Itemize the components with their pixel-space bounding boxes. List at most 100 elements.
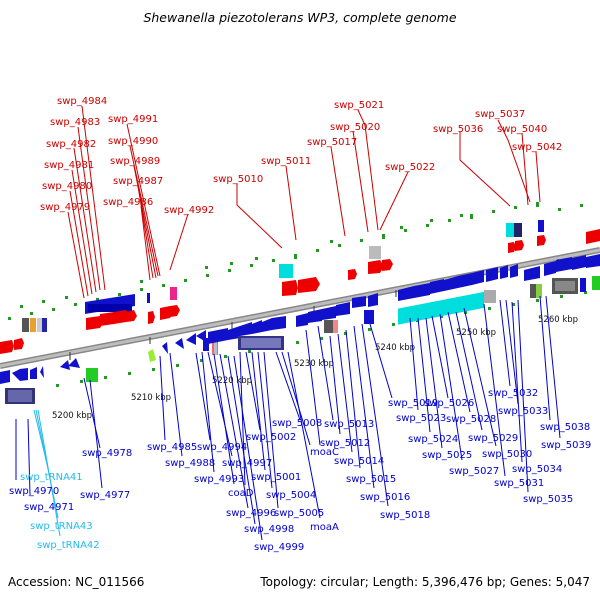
gene-label: swp_5022 — [385, 162, 435, 173]
gene-label: swp_5008 — [272, 418, 322, 429]
gene-label: swp_4977 — [80, 490, 130, 501]
rna-leader-lines — [33, 409, 61, 537]
gene-label: swp_5021 — [334, 100, 384, 111]
gene-block — [506, 223, 514, 237]
gene-label: swp_4981 — [44, 160, 94, 171]
gene-label: swp_4992 — [164, 205, 214, 216]
gene-label: swp_5025 — [422, 450, 472, 461]
outer-guide-dots — [8, 202, 583, 320]
gene-label: swp_5028 — [446, 414, 496, 425]
scale-label: 5210 kbp — [131, 393, 171, 403]
gene-label: swp_5024 — [408, 434, 458, 445]
gene-label: swp_5017 — [307, 137, 357, 148]
gene-label: swp_4999 — [254, 542, 304, 553]
gene-label: swp_4982 — [46, 139, 96, 150]
top-labels: swp_4984 swp_4983 swp_4982 swp_4981 swp_… — [40, 96, 562, 216]
accession-label: Accession: NC_011566 — [8, 575, 144, 589]
gene-block — [369, 246, 381, 259]
scale-label: 5250 kbp — [456, 328, 496, 338]
gene-label: swp_5027 — [449, 466, 499, 477]
gene-label: swp_5042 — [512, 142, 562, 153]
scale-label: 5240 kbp — [375, 343, 415, 353]
gene-block — [22, 318, 29, 332]
gene-label: swp_5036 — [433, 124, 483, 135]
gene-label: swp_5010 — [213, 174, 263, 185]
gene-label: swp_5023 — [396, 413, 446, 424]
gene-label: swp_5019 — [388, 398, 438, 409]
rna-label: swp_tRNA41 — [20, 472, 83, 483]
gene-arrow — [282, 280, 298, 296]
gene-label: swp_4997 — [222, 458, 272, 469]
gene-label: swp_4998 — [244, 524, 294, 535]
gene-label: swp_5020 — [330, 122, 380, 133]
gene-arrow — [86, 316, 104, 330]
gene-arrow — [348, 269, 357, 280]
gene-label: swp_4986 — [103, 197, 153, 208]
gene-label: swp_5039 — [541, 440, 591, 451]
gene-block — [88, 304, 132, 312]
reverse-strand-genes — [0, 254, 600, 404]
gene-label: swp_4993 — [194, 474, 244, 485]
rna-label: swp_tRNA43 — [30, 521, 93, 532]
gene-label: coaD — [228, 488, 254, 499]
gene-block — [170, 287, 177, 300]
gene-label: swp_4978 — [82, 448, 132, 459]
gene-label: swp_4991 — [108, 114, 158, 125]
gene-label: swp_4970 — [9, 486, 59, 497]
gene-arrow — [100, 312, 118, 326]
gene-arrow — [298, 277, 320, 293]
gene-label: swp_5012 — [320, 438, 370, 449]
gene-arrow — [170, 305, 180, 317]
gene-label: swp_4984 — [57, 96, 107, 107]
page-title: Shewanella piezotolerans WP3, complete g… — [143, 10, 456, 25]
bottom-leader-lines — [15, 295, 561, 541]
gene-label: swp_5002 — [246, 432, 296, 443]
gene-label: swp_5011 — [261, 156, 311, 167]
gene-label: swp_5032 — [488, 388, 538, 399]
gene-label: swp_5029 — [468, 433, 518, 444]
rna-labels: swp_tRNA41 swp_tRNA43 swp_tRNA42 — [20, 472, 100, 551]
gene-label: swp_4980 — [42, 181, 92, 192]
genome-summary: Topology: circular; Length: 5,396,476 bp… — [259, 575, 590, 589]
gene-block — [30, 318, 36, 332]
gene-arrow — [148, 311, 155, 324]
gene-label: swp_5005 — [274, 508, 324, 519]
bottom-labels: swp_4978 swp_4970 swp_4977 swp_4971 swp_… — [9, 388, 591, 553]
gene-arrow — [382, 259, 393, 271]
gene-label: swp_4985 — [147, 442, 197, 453]
scale-label: 5230 kbp — [294, 359, 334, 369]
gene-label: swp_4988 — [165, 458, 215, 469]
gene-label: swp_5004 — [266, 490, 316, 501]
rna-label: swp_tRNA42 — [37, 540, 100, 551]
gene-label: swp_5034 — [512, 464, 562, 475]
gene-arrow — [508, 242, 516, 253]
gene-label: swp_4971 — [24, 502, 74, 513]
gene-label: swp_4987 — [113, 176, 163, 187]
gene-label: swp_5026 — [424, 398, 474, 409]
gene-label: swp_4994 — [197, 442, 247, 453]
gene-label: swp_5030 — [482, 449, 532, 460]
gene-label: swp_4979 — [40, 202, 90, 213]
gene-label: swp_5035 — [523, 494, 573, 505]
gene-block — [538, 220, 544, 232]
gene-arrow — [368, 260, 384, 274]
gene-label: swp_4996 — [226, 508, 276, 519]
gene-label: moaA — [310, 522, 339, 533]
gene-arrow — [126, 310, 137, 322]
top-leader-lines — [67, 105, 541, 299]
gene-label: swp_5013 — [324, 419, 374, 430]
gene-block — [279, 264, 293, 278]
gene-block — [147, 293, 150, 303]
gene-label: swp_5015 — [346, 474, 396, 485]
gene-label: swp_5038 — [540, 422, 590, 433]
gene-arrow — [537, 235, 546, 246]
scale-label: 5260 kbp — [538, 315, 578, 325]
gene-arrow — [586, 229, 600, 244]
gene-label: swp_4983 — [50, 117, 100, 128]
gene-label: swp_5040 — [497, 124, 547, 135]
gene-label: swp_5037 — [475, 109, 525, 120]
gene-label: swp_5016 — [360, 492, 410, 503]
scale-label: 5200 kbp — [52, 411, 92, 421]
gene-label: moaC — [310, 447, 339, 458]
